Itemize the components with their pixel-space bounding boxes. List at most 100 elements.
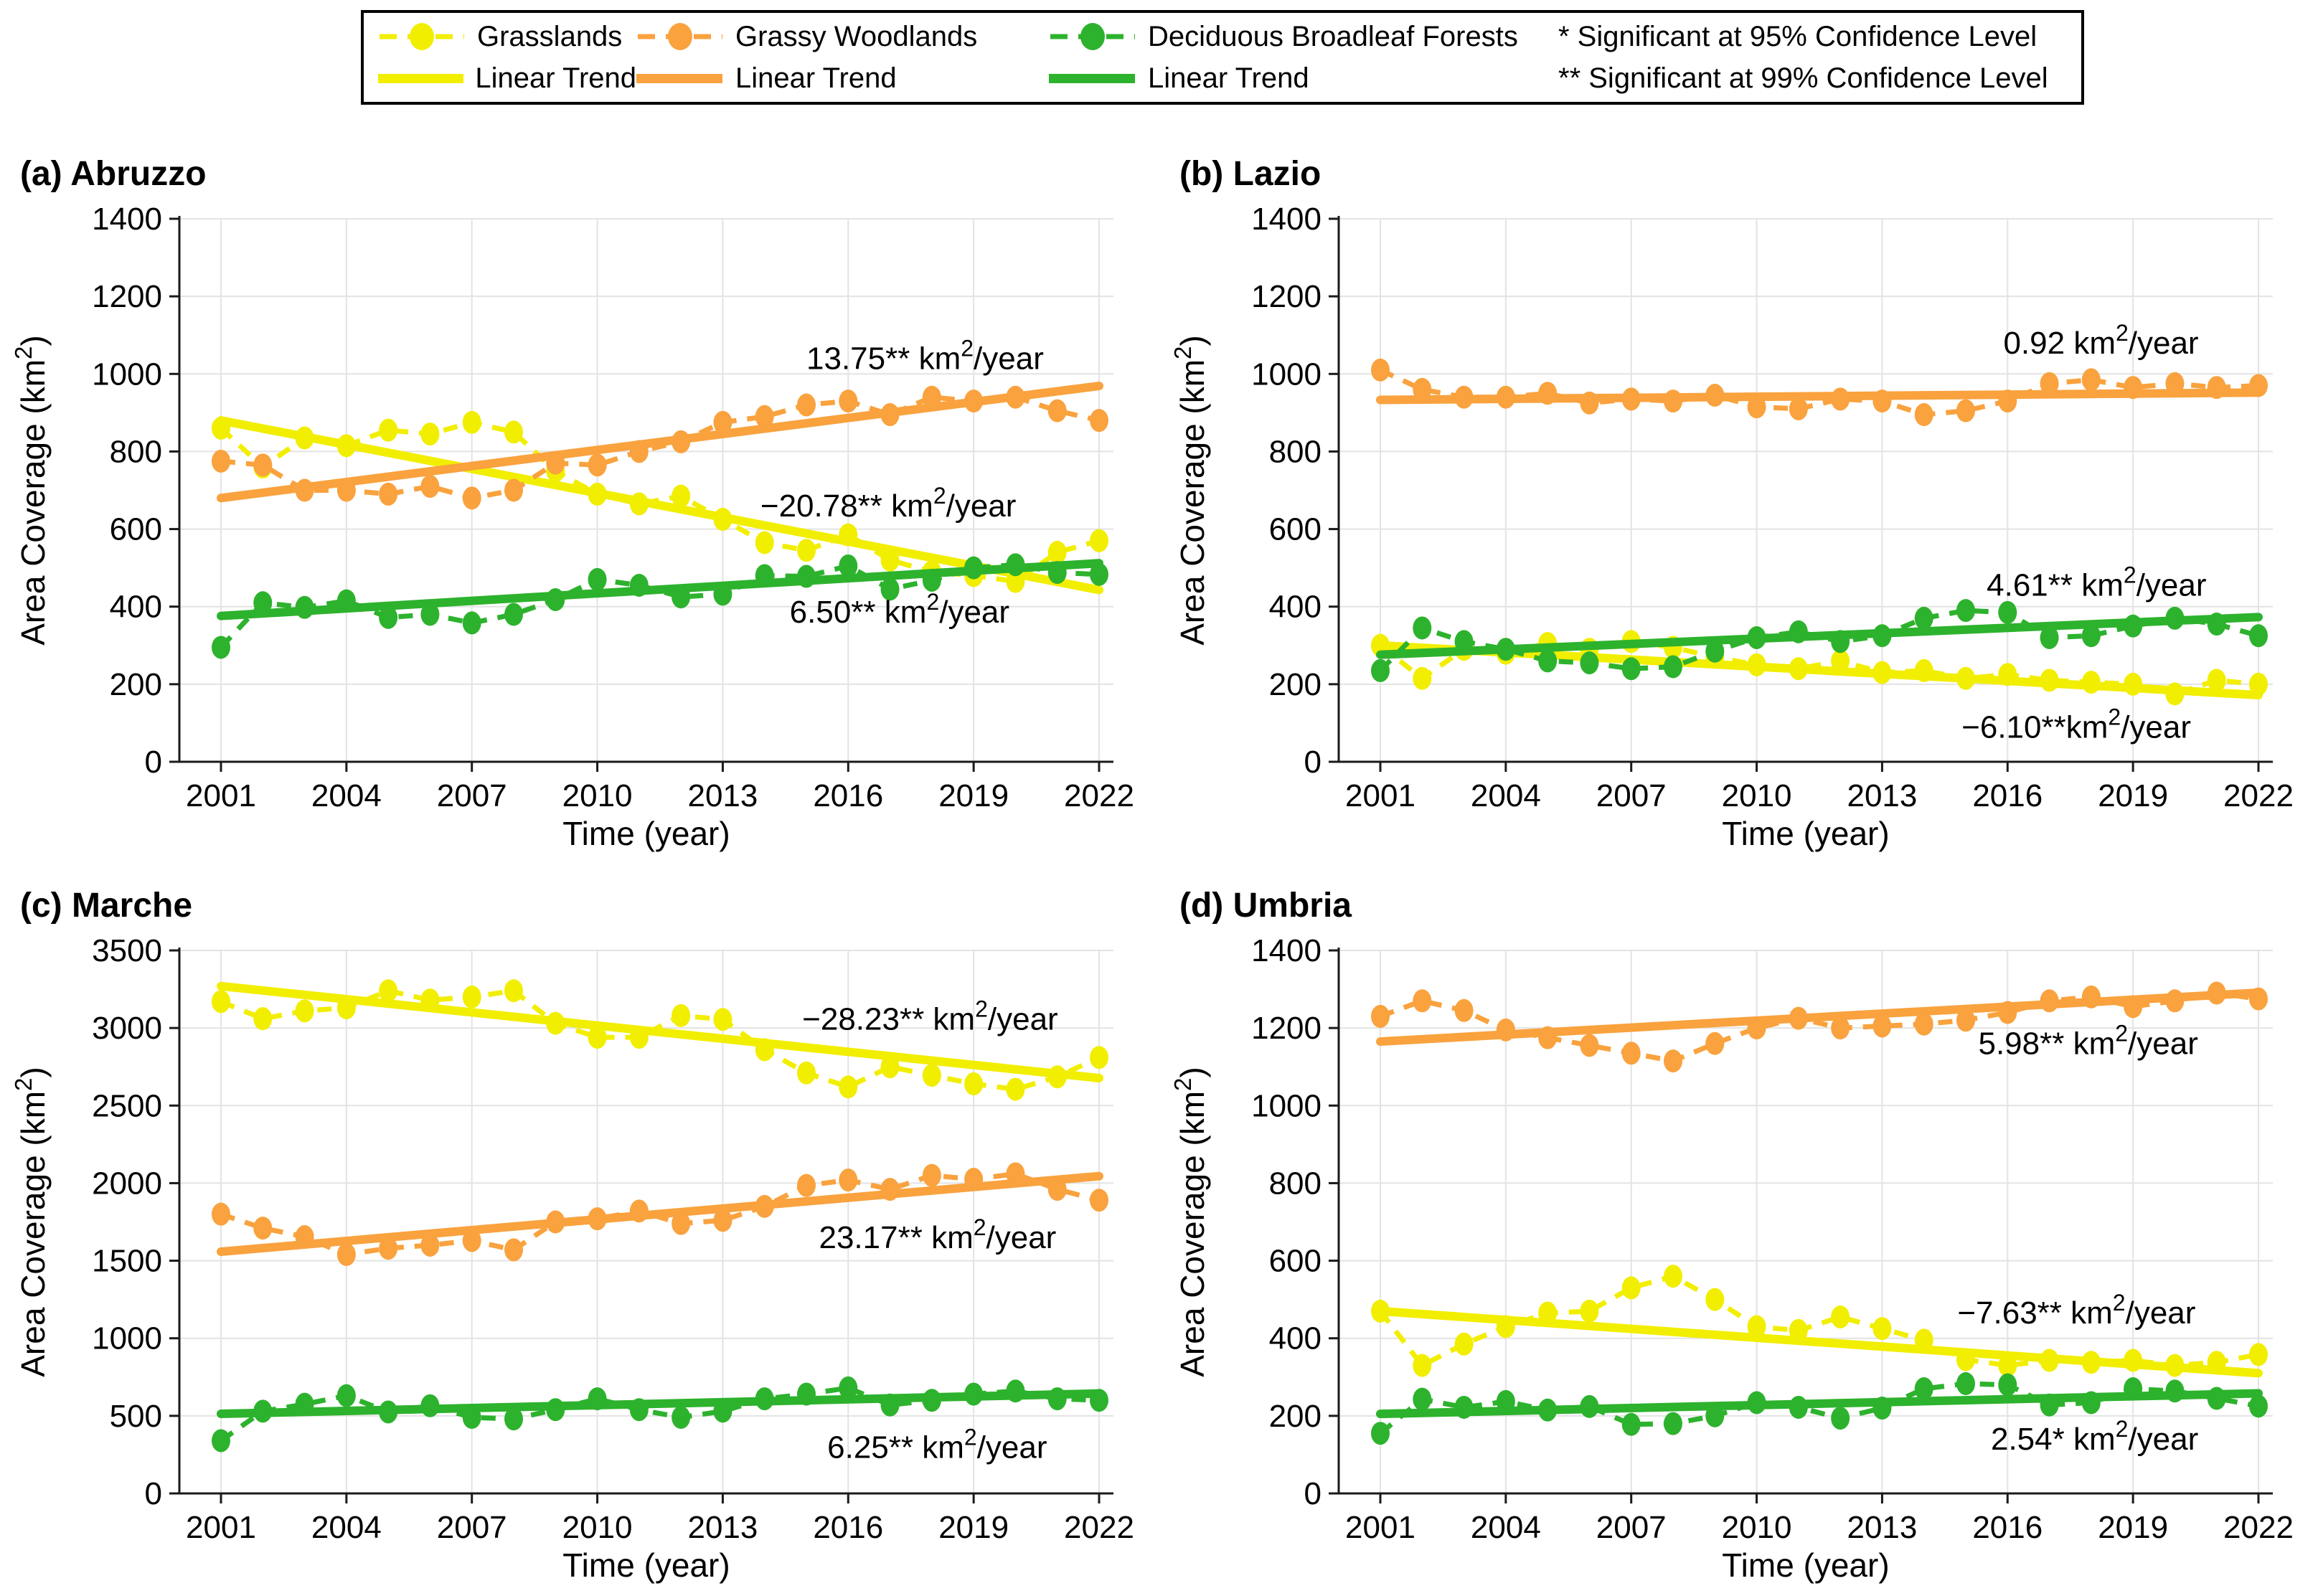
panel-title: (d) Umbria (1179, 887, 1352, 925)
trend-annotation: −20.78** km2/year (760, 483, 1017, 524)
data-point (462, 1406, 481, 1430)
data-point (1914, 1377, 1933, 1401)
x-tick-label: 2013 (687, 778, 758, 813)
data-point (1496, 1315, 1515, 1338)
data-point (1998, 389, 2017, 413)
y-tick-label: 800 (110, 434, 162, 469)
data-point (2249, 1394, 2268, 1418)
chart-svg: 0 200 400 600 800 1000 1200 1400 2001 2004 2007 201… (1169, 155, 2294, 852)
legend-label: Grasslands (477, 20, 623, 52)
data-point (212, 1429, 230, 1453)
data-point (1580, 391, 1599, 415)
legend-label: Linear Trend (1148, 62, 1309, 94)
y-tick-label: 1000 (1251, 1088, 1321, 1123)
trend-annotation: 0.92 km2/year (2003, 320, 2198, 361)
data-point (964, 556, 984, 580)
x-tick-label: 2001 (1345, 1510, 1415, 1545)
y-axis-label: Area Coverage (km2) (1169, 335, 1211, 646)
y-tick-label: 400 (110, 590, 162, 625)
data-point (295, 1225, 314, 1249)
y-tick-label: 1400 (1251, 933, 1321, 968)
data-point (797, 539, 816, 562)
data-point (2124, 995, 2143, 1019)
data-point (462, 1229, 481, 1252)
data-point (1998, 663, 2017, 686)
chart-panel-abruzzo: 0 200 400 600 800 1000 1200 1400 2001 2004 2007 201… (0, 122, 1159, 861)
data-point (755, 1038, 774, 1062)
data-point (797, 393, 816, 417)
x-tick-label: 2001 (1345, 778, 1415, 813)
series-dashed-line (220, 395, 1100, 501)
data-point (1538, 1026, 1558, 1049)
data-point (2124, 1377, 2143, 1401)
data-point (713, 1209, 732, 1232)
y-tick-label: 1200 (92, 279, 162, 314)
data-point (1705, 639, 1725, 663)
trend-line (217, 1389, 1103, 1419)
data-point (672, 484, 691, 508)
data-point (1747, 653, 1766, 676)
data-point (629, 492, 649, 516)
x-tick-label: 2004 (1471, 1510, 1541, 1545)
data-point (253, 591, 273, 615)
data-point (1047, 561, 1067, 585)
x-axis-label: Time (year) (562, 815, 730, 852)
chart-svg: 0 200 400 600 800 1000 1200 1400 2001 2004 2007 201… (1169, 887, 2294, 1584)
forests-trend-swatch-icon (1049, 74, 1135, 83)
data-point (504, 420, 523, 444)
data-point (546, 1011, 565, 1035)
data-point (2040, 1349, 2059, 1372)
data-point (2040, 372, 2059, 395)
data-point (2081, 671, 2101, 694)
y-tick-label: 1000 (92, 1321, 162, 1356)
data-point (2165, 606, 2185, 630)
data-point (212, 990, 230, 1014)
data-point (1789, 1006, 1808, 1030)
panel-title: (a) Abruzzo (20, 155, 207, 193)
data-point (336, 1242, 356, 1266)
data-point (880, 1178, 900, 1201)
data-point (1538, 382, 1558, 405)
data-point (2081, 1351, 2101, 1374)
data-point (462, 486, 481, 510)
legend-entry-grasslands-trend: Linear Trend (378, 62, 636, 95)
data-point (1998, 1373, 2017, 1397)
y-tick-label: 400 (1269, 1321, 1321, 1356)
data-point (336, 1384, 356, 1407)
data-point (1047, 1065, 1067, 1089)
data-point (1006, 1379, 1025, 1403)
data-point (295, 1392, 314, 1416)
data-point (1956, 599, 1975, 623)
data-point (2207, 981, 2226, 1005)
y-tick-label: 2000 (92, 1166, 162, 1201)
legend-entry-grasslands: Grasslands (378, 21, 636, 53)
data-point (1371, 658, 1390, 682)
data-point (1914, 1328, 1933, 1352)
data-point (2040, 989, 2059, 1013)
trend-line (217, 981, 1103, 1083)
data-point (672, 1406, 691, 1430)
data-point (420, 988, 440, 1012)
x-tick-label: 2007 (437, 778, 507, 813)
chart-svg: 0 500 1000 1500 2000 2500 3000 3500 2001 2004 2007… (10, 887, 1134, 1584)
data-point (1047, 399, 1067, 422)
data-point (629, 1199, 649, 1223)
data-point (1831, 1407, 1850, 1430)
data-point (1454, 1395, 1474, 1419)
data-point (1580, 1034, 1599, 1057)
trend-annotation: 5.98** km2/year (1978, 1021, 2197, 1062)
x-tick-label: 2022 (2223, 1510, 2294, 1545)
data-point (1006, 553, 1025, 577)
data-point (546, 587, 565, 611)
data-point (2165, 1354, 2185, 1377)
data-point (1831, 1016, 1850, 1040)
data-point (1413, 377, 1432, 401)
data-point (295, 595, 314, 619)
data-point (964, 1072, 984, 1096)
y-tick-label: 1400 (1251, 202, 1321, 237)
trend-annotation: 6.25** km2/year (827, 1425, 1047, 1465)
data-point (2165, 989, 2185, 1013)
x-tick-label: 2004 (311, 778, 382, 813)
y-tick-label: 1000 (92, 356, 162, 392)
data-point (2207, 613, 2226, 636)
